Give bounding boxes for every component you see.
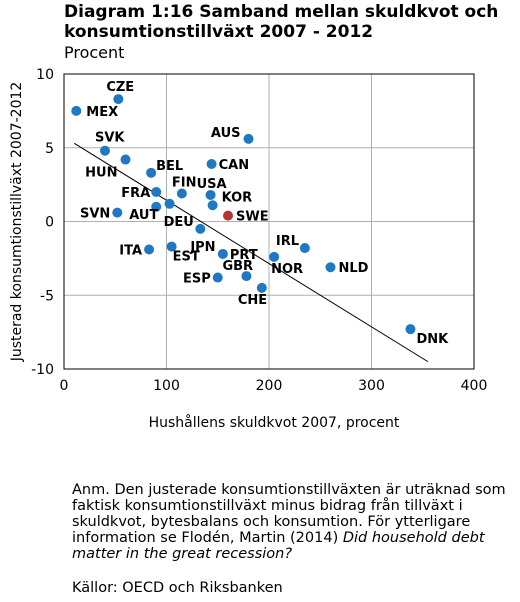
point-label-jpn: JPN <box>189 240 215 255</box>
data-point-cze <box>113 94 124 105</box>
point-label-prt: PRT <box>230 248 258 263</box>
data-point-aut <box>151 201 162 212</box>
trend-line <box>73 142 429 363</box>
data-point-deu <box>164 198 175 209</box>
data-point-fra <box>151 187 162 197</box>
x-axis-title: Hushållens skuldkvot 2007, procent <box>149 414 400 431</box>
point-label-fin: FIN <box>172 175 197 190</box>
y-tick-label: 10 <box>36 67 54 83</box>
x-tick-label: 300 <box>358 378 385 394</box>
y-tick-label: -5 <box>40 288 54 304</box>
plot-frame <box>63 73 475 370</box>
y-tick-label: 0 <box>45 215 54 231</box>
point-label-svn: SVN <box>80 207 110 222</box>
point-label-bel: BEL <box>156 159 183 174</box>
point-label-irl: IRL <box>276 234 299 249</box>
data-point-ita <box>144 244 155 255</box>
point-label-nld: NLD <box>339 261 369 276</box>
point-label-fra: FRA <box>121 186 150 201</box>
x-tick-label: 400 <box>461 378 488 394</box>
footnote-text: Anm. Den justerade konsumtionstillväxten… <box>72 482 506 546</box>
y-tick-label: -10 <box>31 362 54 378</box>
data-point-che <box>256 282 267 293</box>
x-tick-label: 100 <box>153 378 180 394</box>
point-label-cze: CZE <box>106 80 134 95</box>
point-label-ita: ITA <box>119 244 142 259</box>
data-point-aus <box>243 133 254 144</box>
data-point-can <box>206 158 217 169</box>
point-label-aut: AUT <box>129 208 158 223</box>
scatter-chart: 0 100 200 300 400 -10 -5 0 5 10 Hushållens skuldkv… <box>9 67 488 431</box>
data-point-nor <box>269 251 280 262</box>
data-point-fin <box>176 188 187 199</box>
chart-title: Diagram 1:16 Samband mellan skuldkvot oc… <box>64 2 499 42</box>
data-point-esp <box>212 272 223 283</box>
data-point-irl <box>299 243 310 254</box>
data-point-nld <box>325 262 336 273</box>
data-point-est <box>166 241 177 252</box>
data-point-bel <box>146 167 157 178</box>
y-axis-title: Justerad konsumtionstillväxt 2007-2012 <box>9 82 25 363</box>
footnote: Anm. Den justerade konsumtionstillväxten… <box>72 482 517 562</box>
data-point-usa <box>205 189 216 200</box>
data-point-mex <box>71 105 82 116</box>
data-point-hun <box>120 154 131 165</box>
x-tick-label: 200 <box>256 378 283 394</box>
point-label-che: CHE <box>238 293 267 308</box>
point-label-kor: KOR <box>222 190 253 205</box>
x-tick-label: 0 <box>60 378 69 394</box>
point-label-nor: NOR <box>271 262 303 277</box>
footnote-reference: Did household debt matter in the great r… <box>72 530 485 562</box>
data-point-svn <box>112 207 123 218</box>
point-label-swe: SWE <box>236 210 269 225</box>
point-label-mex: MEX <box>86 105 118 120</box>
point-label-gbr: GBR <box>222 259 253 274</box>
chart-subtitle: Procent <box>64 43 125 62</box>
point-label-usa: USA <box>197 177 227 192</box>
source-note: Källor: OECD och Riksbanken <box>72 580 283 596</box>
data-point-swe <box>223 210 233 221</box>
point-label-can: CAN <box>219 158 249 173</box>
data-point-kor <box>207 200 218 211</box>
point-label-dnk: DNK <box>416 332 449 347</box>
point-label-est: EST <box>173 250 200 265</box>
data-point-dnk <box>405 324 416 335</box>
point-label-aus: AUS <box>211 126 241 141</box>
data-point-svk <box>100 145 110 156</box>
point-label-esp: ESP <box>183 272 211 287</box>
point-label-hun: HUN <box>85 166 117 181</box>
data-point-gbr <box>241 271 252 282</box>
y-tick-label: 5 <box>45 141 54 157</box>
data-point-prt <box>217 248 228 259</box>
point-label-deu: DEU <box>164 215 194 230</box>
data-point-jpn <box>195 223 206 234</box>
point-label-svk: SVK <box>95 131 125 146</box>
